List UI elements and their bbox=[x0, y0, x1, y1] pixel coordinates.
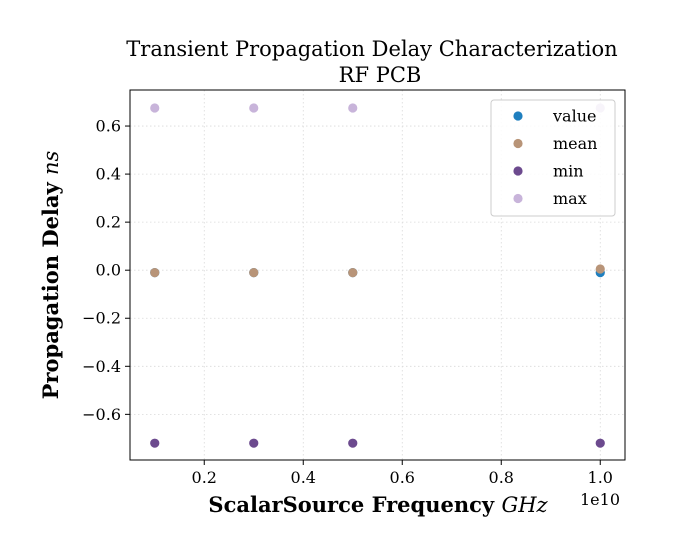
y-tick-label: 0.4 bbox=[96, 165, 121, 184]
y-axis-label: Propagation Delay ns bbox=[38, 150, 63, 399]
x-axis-unit: GHz bbox=[501, 493, 548, 517]
data-point-min bbox=[150, 438, 160, 448]
x-axis-label: ScalarSource Frequency GHz bbox=[208, 492, 548, 517]
data-point-mean bbox=[348, 267, 358, 278]
legend-marker-max bbox=[513, 193, 523, 204]
x-tick-label: 1.0 bbox=[588, 468, 613, 487]
y-axis-unit: ns bbox=[39, 150, 63, 175]
plot-area-frame bbox=[129, 89, 626, 461]
x-tick-label: 0.8 bbox=[489, 468, 514, 487]
legend-marker-min bbox=[513, 166, 523, 176]
data-point-mean bbox=[249, 267, 259, 278]
x-tick-label: 0.2 bbox=[192, 468, 217, 487]
legend-marker-value bbox=[513, 111, 523, 121]
x-tick-label: 0.4 bbox=[291, 468, 316, 487]
legend: value mean min max bbox=[490, 99, 616, 217]
y-tick-label: −0.2 bbox=[82, 309, 121, 328]
x-axis-label-text: ScalarSource Frequency bbox=[208, 492, 495, 517]
data-point-max bbox=[348, 103, 358, 113]
legend-marker-mean bbox=[513, 138, 523, 149]
data-point-mean bbox=[595, 264, 605, 274]
data-point-min bbox=[249, 438, 259, 448]
data-point-min bbox=[595, 438, 605, 448]
data-point-max bbox=[249, 103, 259, 113]
y-axis-label-text: Propagation Delay bbox=[38, 181, 63, 399]
y-tick-label: −0.4 bbox=[82, 357, 121, 376]
chart-subtitle: RF PCB bbox=[339, 63, 422, 87]
data-point-mean bbox=[150, 267, 160, 278]
legend-label-min: min bbox=[553, 162, 584, 181]
axis-ticks: 0.2 0.4 0.6 0.8 1.0 −0.6 −0.4 −0.2 0.0 0.2 0.4 0.6 bbox=[82, 117, 613, 487]
legend-label-value: value bbox=[552, 107, 596, 126]
y-tick-label: −0.6 bbox=[82, 405, 121, 424]
legend-label-mean: mean bbox=[553, 134, 597, 153]
data-point-min bbox=[348, 438, 358, 448]
data-point-max bbox=[150, 103, 160, 113]
legend-box bbox=[490, 99, 616, 217]
y-tick-label: 0.0 bbox=[96, 261, 121, 280]
y-tick-label: 0.2 bbox=[96, 213, 121, 232]
y-tick-label: 0.6 bbox=[96, 117, 121, 136]
legend-label-max: max bbox=[553, 189, 587, 208]
x-axis-offset-label: 1e10 bbox=[580, 490, 620, 509]
x-tick-label: 0.6 bbox=[390, 468, 415, 487]
data-points bbox=[150, 103, 605, 448]
chart-title: Transient Propagation Delay Characteriza… bbox=[126, 37, 617, 61]
